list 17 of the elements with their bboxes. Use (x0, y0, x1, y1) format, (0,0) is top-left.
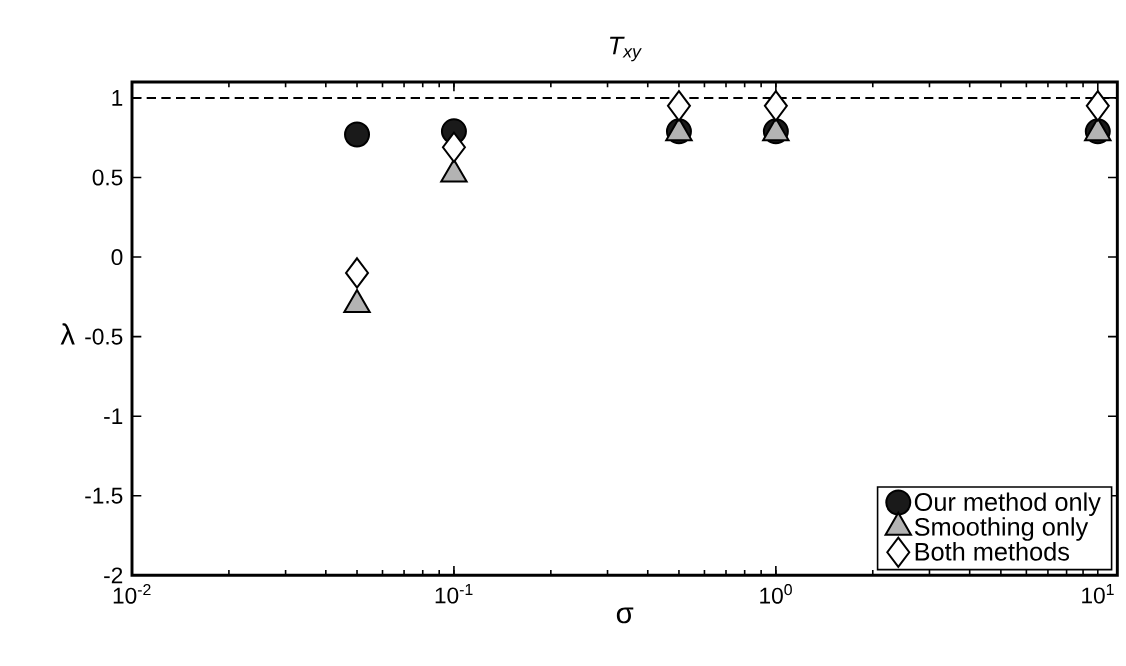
x-axis-title: σ (616, 607, 634, 624)
y-tick-label: -2 (104, 567, 123, 584)
x-tick-label: 10$^{0}$ (760, 584, 792, 604)
legend-label: Smoothing only (914, 517, 1089, 541)
x-tick-label: 10$^{1}$ (1082, 584, 1114, 604)
y-tick-label: 0 (111, 249, 123, 266)
y-tick-label: 0.5 (92, 169, 123, 186)
y-tick-label: -1 (104, 408, 123, 424)
y-tick-label: 1 (112, 90, 123, 106)
y-axis-title: λ (60, 323, 75, 345)
x-tick-label: 10$^{-1}$ (435, 584, 473, 604)
y-tick-label: -0.5 (85, 328, 123, 345)
chart-title: T$_{xy}$ (610, 36, 642, 62)
legend-label: Our method only (914, 492, 1101, 516)
y-tick-label: -1.5 (85, 487, 123, 504)
legend-label: Both methods (915, 542, 1070, 561)
x-tick-label: 10$^{-2}$ (113, 584, 151, 604)
